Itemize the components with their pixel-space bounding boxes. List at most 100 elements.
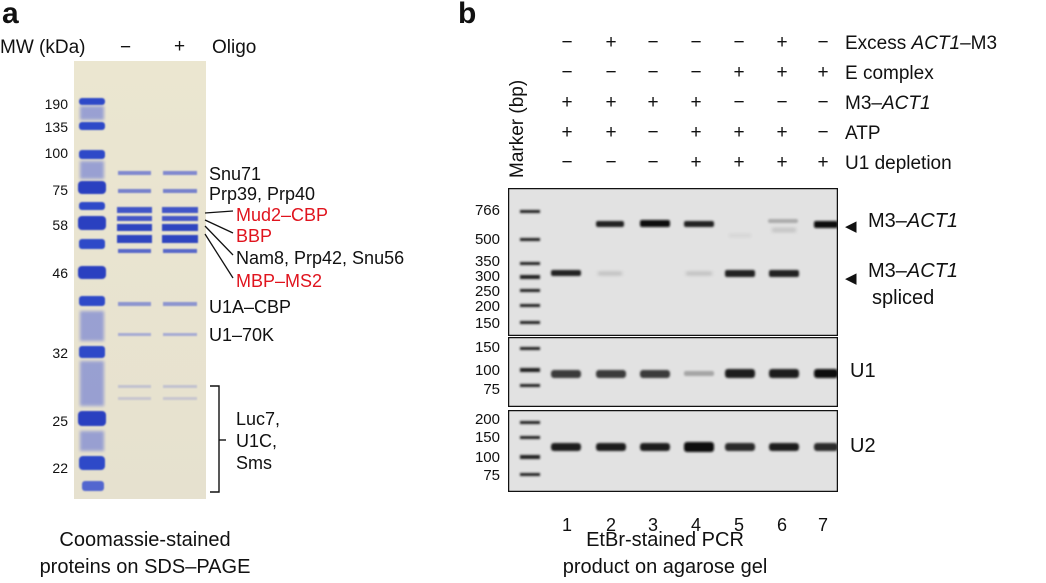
label-spliced: M3–ACT1 [868, 260, 959, 282]
condition-cell: + [733, 62, 745, 83]
condition-cell: + [817, 152, 829, 173]
bp-tick: 150 [474, 339, 500, 356]
band-label-mud2-cbp: Mud2–CBP [236, 205, 329, 225]
lane-number: 7 [817, 515, 828, 535]
condition-cell: + [776, 122, 788, 143]
condition-cell: − [561, 62, 573, 83]
bp-tick: 75 [483, 381, 500, 398]
arrowhead-spliced-icon: ◀ [845, 270, 857, 287]
mw-tick: 100 [44, 145, 68, 161]
condition-cell: − [561, 152, 573, 173]
band-label-bbp: BBP [236, 226, 273, 246]
panel-b-letter: b [458, 0, 477, 30]
condition-cell: + [605, 32, 617, 53]
bp-tick: 200 [474, 298, 500, 315]
condition-cell: + [561, 92, 573, 113]
condition-cell: − [733, 92, 745, 113]
condition-cell: − [605, 152, 617, 173]
panel-b-caption-line1: EtBr-stained PCR [586, 529, 744, 551]
condition-cell: − [733, 32, 745, 53]
panel-a-caption-line2: proteins on SDS–PAGE [39, 556, 251, 578]
mw-tick: 22 [52, 460, 68, 476]
condition-cell: + [733, 152, 745, 173]
condition-grid: − + − − − + − − − − − + + + + + + + − − − + + − + + + − − − − + + + + [550, 32, 850, 182]
label-u2: U2 [850, 435, 876, 457]
mw-tick: 46 [52, 265, 68, 281]
label-u1: U1 [850, 360, 876, 382]
lane-numbers: 1 2 3 4 5 6 7 [550, 492, 850, 535]
condition-cell: − [561, 32, 573, 53]
agarose-gel-u1 [508, 337, 838, 407]
bp-tick: 100 [474, 449, 500, 466]
panel-a-letter: a [2, 0, 19, 30]
condition-cell: − [817, 32, 829, 53]
panel-a-caption: Coomassie-stained proteins on SDS–PAGE [0, 527, 290, 581]
condition-cell: + [690, 92, 702, 113]
lane-number: 2 [605, 515, 616, 535]
mw-header: MW (kDa) [0, 37, 86, 58]
lane-minus-label: − [120, 37, 132, 58]
band-label-u1a-cbp: U1A–CBP [209, 297, 292, 317]
panel-a-caption-line1: Coomassie-stained [59, 529, 231, 551]
condition-cell: + [561, 122, 573, 143]
bp-tick: 100 [474, 362, 500, 379]
band-label-u1-70k: U1–70K [209, 325, 275, 345]
sds-page-gel [74, 61, 206, 499]
lane-number: 3 [647, 515, 658, 535]
condition-label-m3-act1: M3–ACT1 [845, 93, 931, 114]
band-leader-lines [204, 210, 234, 493]
condition-cell: + [776, 62, 788, 83]
bp-tick: 300 [474, 268, 500, 285]
oligo-label: Oligo [212, 37, 257, 58]
mw-tick: 32 [52, 345, 68, 361]
condition-cell: + [817, 62, 829, 83]
bp-tick: 75 [483, 467, 500, 484]
agarose-gel-u2 [508, 410, 838, 492]
panel-b-caption: EtBr-stained PCR product on agarose gel [520, 527, 810, 581]
bp-tick: 150 [474, 315, 500, 332]
condition-cell: − [647, 32, 659, 53]
marker-label-wrap: Marker (bp) [507, 30, 547, 178]
bp-tick: 766 [474, 202, 500, 219]
bp-tick: 200 [474, 411, 500, 428]
condition-cell: + [605, 92, 617, 113]
mw-tick: 58 [52, 217, 68, 233]
condition-cell: − [605, 62, 617, 83]
condition-cell: − [690, 62, 702, 83]
lane-plus-label: + [174, 36, 186, 57]
panel-b-caption-line2: product on agarose gel [562, 556, 768, 578]
condition-label-e-complex: E complex [845, 63, 934, 84]
condition-cell: + [776, 32, 788, 53]
agarose-gel-top [508, 188, 838, 336]
band-label-sms: Sms [236, 453, 272, 473]
condition-cell: − [690, 32, 702, 53]
band-label-luc7: Luc7, [236, 409, 281, 429]
lane-number: 6 [776, 515, 787, 535]
mw-tick: 135 [44, 119, 68, 135]
lane-number: 1 [561, 515, 572, 535]
band-label-u1c: U1C, [236, 431, 278, 451]
condition-cell: − [776, 92, 788, 113]
arrowhead-unspliced-icon: ◀ [845, 218, 857, 235]
bp-tick: 500 [474, 231, 500, 248]
condition-cell: − [817, 92, 829, 113]
marker-label: Marker (bp) [507, 79, 528, 178]
condition-label-excess-act1-m3: Excess ACT1–M3 [845, 33, 998, 54]
mw-tick: 190 [44, 96, 68, 112]
band-label-prp39-prp40: Prp39, Prp40 [209, 184, 316, 204]
lane-number: 4 [690, 515, 701, 535]
label-unspliced: M3–ACT1 [868, 210, 959, 232]
condition-cell: + [647, 92, 659, 113]
condition-cell: + [690, 152, 702, 173]
condition-cell: + [605, 122, 617, 143]
bp-tick: 250 [474, 283, 500, 300]
condition-cell: − [647, 62, 659, 83]
condition-cell: + [776, 152, 788, 173]
condition-label-u1-depletion: U1 depletion [845, 153, 952, 174]
condition-cell: − [647, 152, 659, 173]
label-spliced-line2: spliced [872, 287, 935, 309]
bp-tick: 350 [474, 253, 500, 270]
condition-cell: + [733, 122, 745, 143]
bp-tick: 150 [474, 429, 500, 446]
condition-cell: + [690, 122, 702, 143]
